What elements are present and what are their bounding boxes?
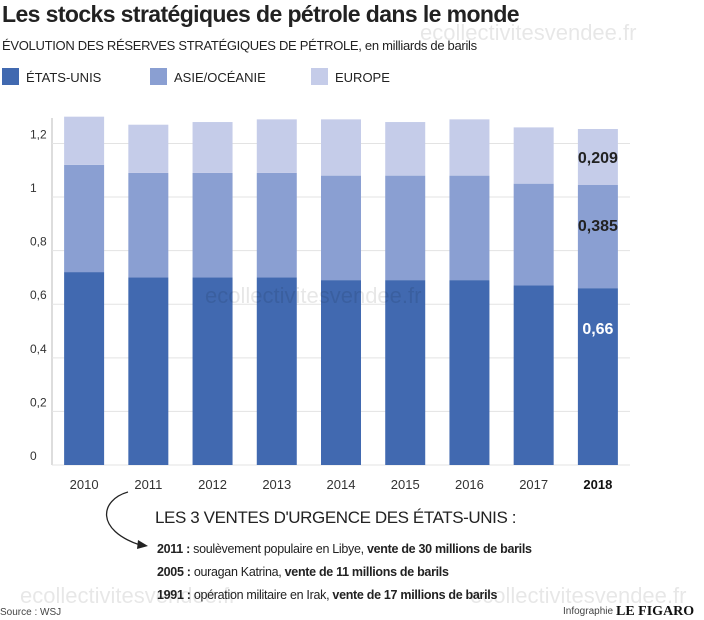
bar-segment: [385, 175, 426, 281]
chart-title: Les stocks stratégiques de pétrole dans …: [2, 1, 519, 27]
bar-segment: [64, 116, 105, 165]
logo: LE FIGARO: [616, 604, 694, 619]
y-tick-label: 0,8: [30, 235, 47, 249]
legend-swatch: [150, 68, 167, 85]
y-tick-label: 1: [30, 181, 37, 195]
annotation-heading: LES 3 VENTES D'URGENCE DES ÉTATS-UNIS :: [155, 508, 516, 527]
x-tick-label: 2018: [583, 477, 612, 492]
bar-segment: [64, 272, 105, 465]
legend-swatch: [2, 68, 19, 85]
annotation-text: soulèvement populaire en Libye,: [190, 542, 367, 556]
source: Source : WSJ: [0, 607, 61, 618]
bar-segment: [256, 119, 297, 173]
bar-segment: [256, 172, 297, 278]
bar-segment: [321, 175, 361, 281]
bar-segment: [256, 277, 297, 465]
chart-subtitle: ÉVOLUTION DES RÉSERVES STRATÉGIQUES DE P…: [2, 38, 478, 53]
legend-label: ÉTATS-UNIS: [26, 70, 102, 85]
x-tick-label: 2010: [70, 477, 99, 492]
value-label: 0,66: [582, 321, 613, 338]
value-label: 0,385: [578, 218, 618, 235]
bar-segment: [577, 288, 618, 465]
annotation-text: opération militaire en Irak,: [191, 588, 333, 602]
bar-segment: [192, 277, 233, 465]
bar-segment: [321, 280, 361, 465]
x-tick-label: 2015: [391, 477, 420, 492]
y-tick-label: 0,2: [30, 395, 47, 409]
legend-swatch: [311, 68, 328, 85]
bar-segment: [64, 164, 105, 273]
watermark: ecollectivitesvendee.fr: [420, 20, 636, 45]
bar-segment: [449, 175, 490, 281]
bar-segment: [577, 185, 618, 289]
annotation-line: 1991 : opération militaire en Irak, vent…: [157, 588, 497, 602]
bar-segment: [385, 280, 426, 465]
legend-label: ASIE/OCÉANIE: [174, 70, 266, 85]
watermark: ecollectivitesvendee.fr: [20, 583, 236, 608]
bar-segment: [449, 119, 490, 176]
x-tick-label: 2017: [519, 477, 548, 492]
y-tick-label: 1,2: [30, 127, 47, 141]
arrow-head: [137, 540, 148, 549]
annotation-year: 2011 :: [157, 542, 190, 556]
bar-segment: [513, 285, 554, 465]
annotation-line: 2011 : soulèvement populaire en Libye, v…: [157, 542, 532, 556]
legend-label: EUROPE: [335, 70, 390, 85]
annotation-bold: vente de 30 millions de barils: [367, 542, 532, 556]
watermark: ecollectivitesvendee.fr: [470, 583, 686, 608]
x-tick-label: 2013: [262, 477, 291, 492]
x-tick-label: 2012: [198, 477, 227, 492]
annotation-text: ouragan Katrina,: [191, 565, 285, 579]
annotation-bold: vente de 17 millions de barils: [332, 588, 497, 602]
bar-segment: [513, 183, 554, 286]
annotation-year: 2005 :: [157, 565, 191, 579]
value-label: 0,209: [578, 150, 618, 167]
y-tick-label: 0: [30, 449, 37, 463]
bar-segment: [321, 119, 361, 176]
bar-segment: [128, 277, 169, 465]
x-tick-label: 2011: [134, 477, 162, 492]
bar-segment: [128, 124, 169, 173]
bar-segment: [128, 172, 169, 278]
annotation-arrow: [105, 491, 141, 546]
annotation-bold: vente de 11 millions de barils: [285, 565, 449, 579]
bar-segment: [192, 122, 233, 173]
x-tick-label: 2016: [455, 477, 484, 492]
bar-segment: [449, 280, 490, 465]
y-tick-label: 0,6: [30, 288, 47, 302]
bar-segment: [513, 127, 554, 184]
bar-segment: [385, 122, 426, 176]
annotation-year: 1991 :: [157, 588, 191, 602]
y-tick-label: 0,4: [30, 342, 47, 356]
watermark: ecollectivitesvendee.fr: [205, 283, 421, 308]
credit: Infographie: [563, 606, 613, 617]
bar-segment: [192, 172, 233, 278]
x-tick-label: 2014: [327, 477, 356, 492]
annotation-line: 2005 : ouragan Katrina, vente de 11 mill…: [157, 565, 449, 579]
bar-segment: [577, 129, 618, 185]
